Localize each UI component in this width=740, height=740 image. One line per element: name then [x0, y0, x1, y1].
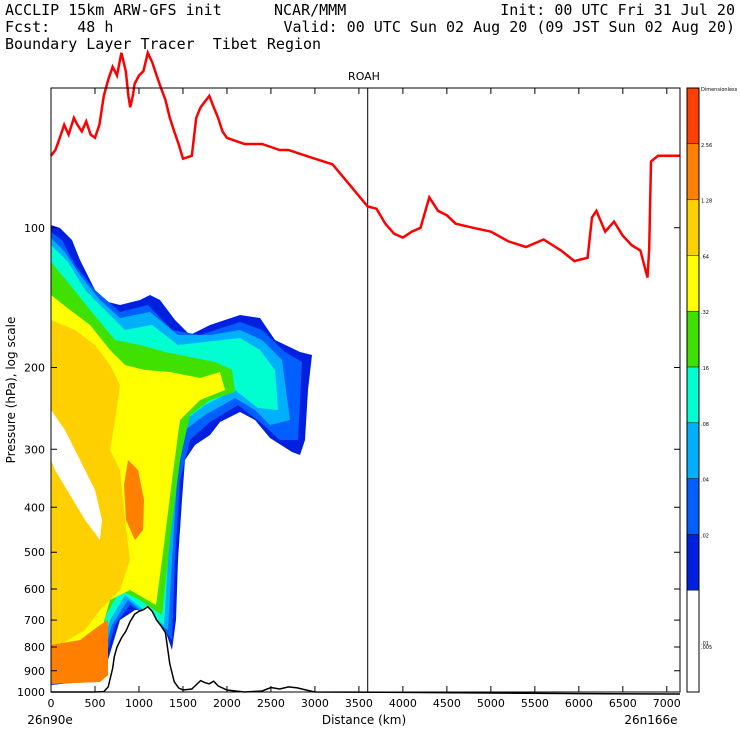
x-tick-label: 3000	[301, 697, 329, 710]
x-tick-label: 6000	[565, 697, 593, 710]
axis-layer: 0 500 1000 1500 2000 2500 3000 3500 4000 4500 5000…	[17, 88, 681, 710]
colorbar-swatch	[687, 88, 699, 144]
x-tick-label: 6500	[609, 697, 637, 710]
colorbar-swatch	[687, 534, 699, 591]
chart-title: ROAH	[348, 70, 380, 83]
init-time: Init: 00 UTC Fri 31 Jul 20	[500, 1, 735, 19]
colorbar-swatch	[687, 255, 699, 312]
x-tick-label: 5000	[477, 697, 505, 710]
x-tick-label: 2500	[257, 697, 285, 710]
colorbar-label: .02	[701, 533, 709, 539]
colorbar-label: .01	[701, 641, 709, 647]
y-tick-label: 200	[24, 362, 45, 375]
y-tick-label: 800	[24, 641, 45, 654]
colorbar-swatch	[687, 143, 699, 200]
colorbar-label: Dimensionless	[701, 87, 738, 93]
colorbar-label: .08	[701, 422, 709, 428]
tracer-contour-region	[51, 620, 108, 684]
colorbar-swatch	[687, 367, 699, 423]
model-title: ACCLIP 15km ARW-GFS init	[5, 1, 222, 19]
x-tick-label: 5500	[521, 697, 549, 710]
plot-frame	[50, 87, 681, 693]
colorbar-label: .64	[701, 254, 709, 260]
x-tick-label: 4000	[389, 697, 417, 710]
tracer-contour-fill	[51, 225, 680, 694]
x-tick-label: 0	[48, 697, 55, 710]
valid-time: Valid: 00 UTC Sun 02 Aug 20 (09 JST Sun …	[283, 18, 735, 36]
x-tick-label: 1000	[125, 697, 153, 710]
y-tick-label: 600	[24, 583, 45, 596]
colorbar-swatch	[687, 199, 699, 256]
x-tick-label: 500	[84, 697, 105, 710]
y-tick-label: 100	[24, 222, 45, 235]
colorbar-swatch	[687, 311, 699, 367]
terrain-line	[51, 605, 681, 695]
line-layer	[50, 49, 681, 695]
tropopause-line	[50, 49, 680, 278]
y-tick-label: 1000	[17, 686, 45, 699]
forecast-hour: Fcst: 48 h	[5, 18, 114, 36]
colorbar-swatch	[687, 478, 699, 535]
colorbar-label: .16	[701, 366, 709, 372]
colorbar-frame	[686, 87, 700, 693]
y-tick-label: 300	[24, 443, 45, 456]
tracer-contour-region	[124, 460, 144, 540]
y-tick-label: 700	[24, 614, 45, 627]
y-axis-title: Pressure (hPa), log scale	[4, 317, 18, 464]
y-tick-label: 500	[24, 546, 45, 559]
colorbar-swatch	[687, 590, 699, 696]
x-tick-label: 1500	[169, 697, 197, 710]
y-tick-label: 900	[24, 665, 45, 678]
x-tick-label: 3500	[345, 697, 373, 710]
colorbar-label: .32	[701, 310, 709, 316]
terrain-mask	[51, 606, 680, 694]
x-axis-title: Distance (km)	[322, 713, 406, 727]
x-tick-label: 2000	[213, 697, 241, 710]
start-location-label: 26n90e	[27, 713, 73, 727]
colorbar-swatch	[687, 422, 699, 479]
product-name: Boundary Layer Tracer Tibet Region	[5, 35, 322, 53]
center-label: NCAR/MMM	[274, 1, 347, 19]
colorbar-label: .005	[701, 645, 712, 651]
colorbar-label: 2.56	[701, 143, 712, 149]
x-tick-label: 4500	[433, 697, 461, 710]
colorbar-label: .04	[701, 478, 709, 484]
tracer-contour-region	[51, 410, 102, 540]
colorbar: Dimensionless 2.56 1.28 .64 .32 .16 .08 .04 .02.…	[686, 87, 738, 696]
x-tick-label: 7000	[653, 697, 681, 710]
colorbar-label: 1.28	[701, 199, 712, 205]
end-location-label: 26n166e	[624, 713, 677, 727]
y-tick-label: 400	[24, 501, 45, 514]
